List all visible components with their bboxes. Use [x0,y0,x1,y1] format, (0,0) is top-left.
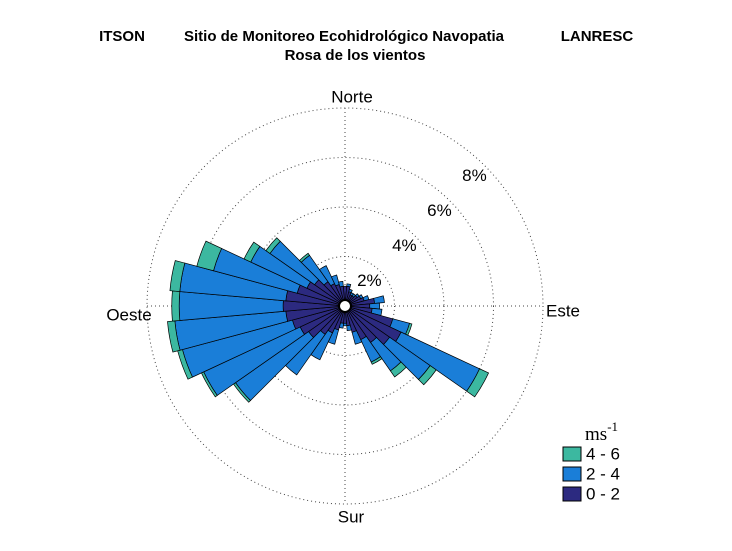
overlay: 2% 4% 6% 8% [338,166,487,313]
r-tick-label: 4% [392,236,417,255]
grid [146,107,544,505]
title-left: ITSON [99,28,145,45]
wind-bar [171,290,181,322]
wind-bar [169,260,186,292]
center-hole [338,299,352,313]
wind-bar [466,368,490,398]
bars [167,237,490,403]
legend-title-base: ms [585,424,607,445]
r-tick-label: 8% [462,166,487,185]
legend-label: 4 - 6 [586,444,620,463]
legend-label: 2 - 4 [586,464,620,483]
wind-bar [346,283,352,288]
legend: 4 - 62 - 40 - 2 [562,444,620,503]
legend-swatch [562,446,582,462]
compass-north: Norte [331,87,373,106]
compass-south: Sur [338,507,365,526]
wind-bar [351,330,363,345]
grid-ring [295,256,395,356]
wind-bar [370,356,383,365]
chart-title: Sitio de Monitoreo Ecohidrológico Navopa… [184,28,505,45]
grid-ring [245,206,445,406]
wind-bar [265,237,281,254]
wind-bar [338,280,344,288]
wind-bar [299,252,310,263]
legend-swatch [562,466,582,482]
wind-bar [346,324,352,332]
wind-bar [373,295,385,304]
title-right: LANRESC [561,28,634,45]
chart-subtitle: Rosa de los vientos [285,47,426,64]
r-tick-label: 6% [427,201,452,220]
compass-east: Este [546,301,580,320]
wind-bar [418,365,437,386]
wind-bar [348,288,353,294]
legend-label: 0 - 2 [586,484,620,503]
legend-title: ms-1 [585,419,618,445]
r-tick-label: 2% [357,271,382,290]
legend-swatch [562,486,582,502]
grid-ring [196,157,494,455]
legend-title-sup: -1 [607,419,618,434]
wind-bar [389,361,407,378]
compass-west: Oeste [106,305,151,324]
wind-bar [243,241,261,263]
grid-ring [146,107,544,505]
wind-bar [196,240,223,272]
